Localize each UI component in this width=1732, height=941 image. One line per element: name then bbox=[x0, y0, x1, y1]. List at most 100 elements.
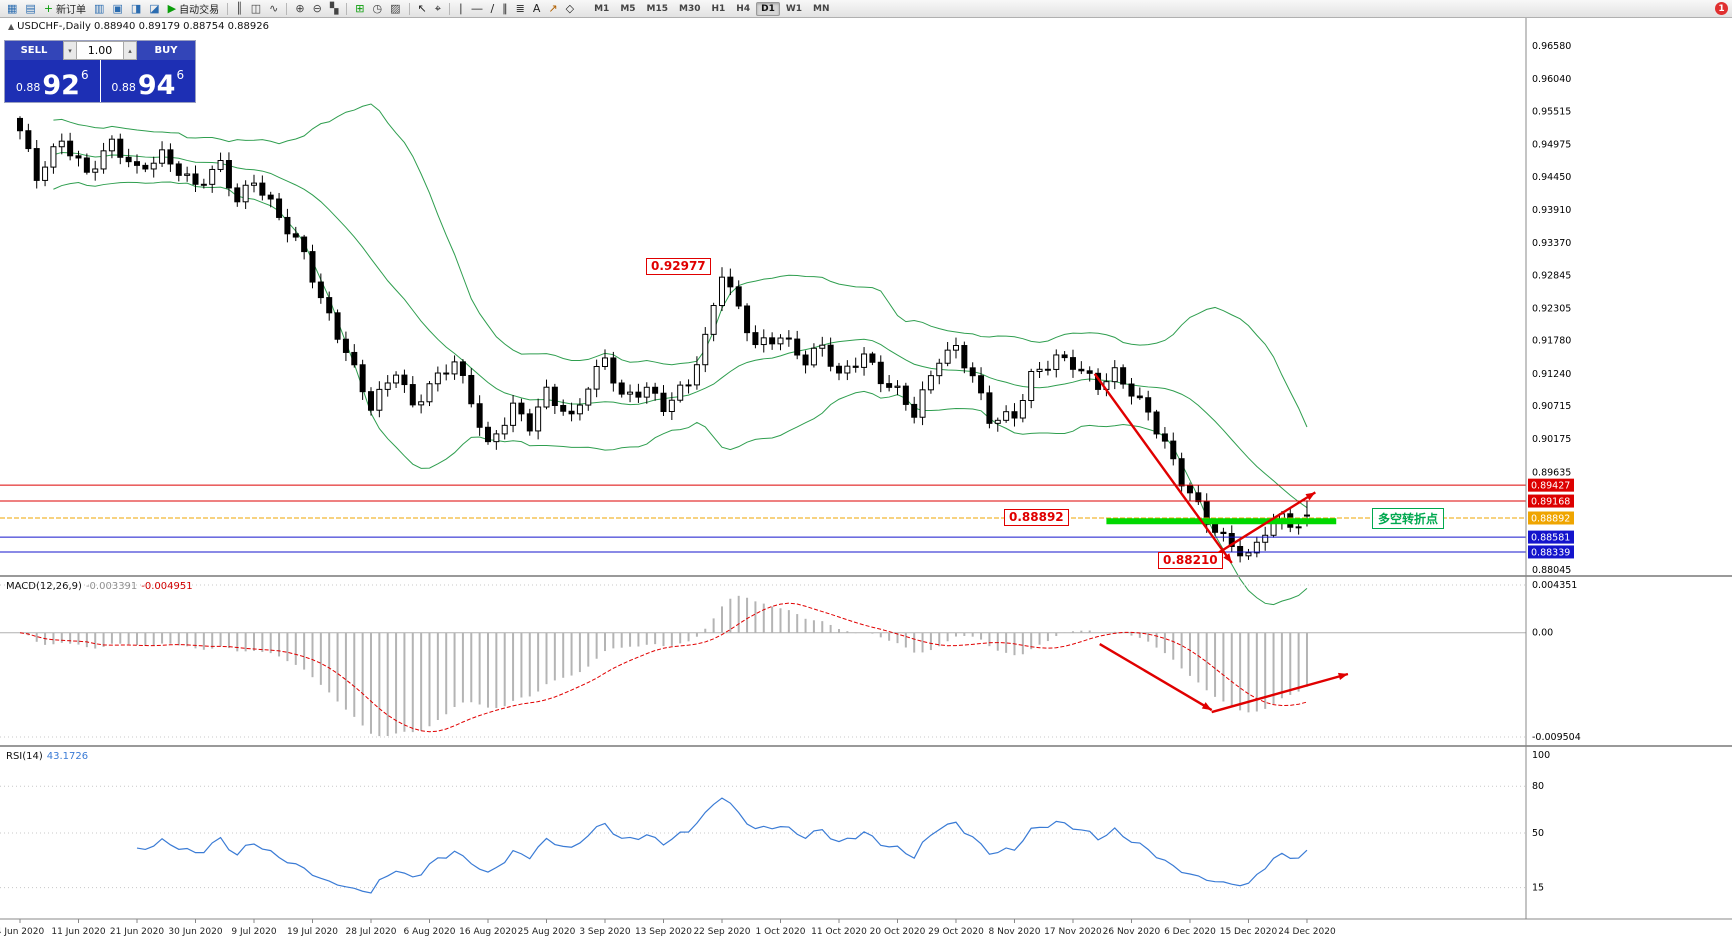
candle-chart-button[interactable]: ◫ bbox=[248, 1, 264, 16]
periods-icon: ◷ bbox=[372, 2, 383, 15]
svg-text:0.95515: 0.95515 bbox=[1532, 106, 1571, 117]
svg-text:26 Nov 2020: 26 Nov 2020 bbox=[1103, 927, 1161, 937]
indicators-icon: ⊞ bbox=[355, 2, 365, 15]
timeframe-d1-button[interactable]: D1 bbox=[756, 1, 780, 16]
svg-text:19 Jul 2020: 19 Jul 2020 bbox=[287, 927, 338, 937]
indicators-button[interactable]: ⊞ bbox=[352, 1, 367, 16]
timeframe-h1-button[interactable]: H1 bbox=[711, 3, 726, 14]
rsi-value: 43.1726 bbox=[46, 751, 89, 762]
timeframe-m15-button[interactable]: M15 bbox=[646, 3, 669, 14]
horizontal-line-button[interactable]: ― bbox=[468, 1, 485, 16]
trendline-button[interactable]: ∕ bbox=[487, 1, 497, 16]
svg-text:0.88339: 0.88339 bbox=[1531, 547, 1570, 558]
svg-text:0.88045: 0.88045 bbox=[1532, 565, 1571, 576]
pivot-note-label[interactable]: 多空转折点 bbox=[1372, 508, 1445, 529]
timeframe-mn-button[interactable]: MN bbox=[813, 3, 830, 14]
volume-up-button[interactable]: ▴ bbox=[123, 41, 137, 60]
toolbar-separator bbox=[448, 2, 450, 15]
market-watch-button[interactable]: ▥ bbox=[91, 1, 107, 16]
crosshair-button[interactable]: ⌖ bbox=[432, 1, 444, 16]
timeframe-h4-button[interactable]: H4 bbox=[736, 3, 751, 14]
chart-profiles-button[interactable]: ▤ bbox=[22, 1, 38, 16]
svg-text:-0.009504: -0.009504 bbox=[1532, 732, 1581, 743]
svg-text:0.004351: 0.004351 bbox=[1532, 580, 1577, 591]
timeframe-m5-button[interactable]: M5 bbox=[620, 3, 636, 14]
shapes-button[interactable]: ◇ bbox=[563, 1, 577, 16]
toolbar-separator bbox=[346, 2, 348, 15]
text-tool-icon: A bbox=[532, 2, 541, 15]
pivot-price-label[interactable]: 0.88892 bbox=[1004, 509, 1069, 526]
text-tool-button[interactable]: A bbox=[530, 1, 544, 16]
svg-text:17 Nov 2020: 17 Nov 2020 bbox=[1044, 927, 1102, 937]
swing-high-label[interactable]: 0.92977 bbox=[646, 258, 711, 275]
toolbar-separator bbox=[227, 2, 229, 15]
svg-text:100: 100 bbox=[1532, 750, 1550, 761]
fibonacci-button[interactable]: ≣ bbox=[513, 1, 528, 16]
svg-text:0.91780: 0.91780 bbox=[1532, 336, 1571, 347]
svg-text:50: 50 bbox=[1532, 828, 1544, 839]
volume-down-button[interactable]: ▾ bbox=[63, 41, 77, 60]
sell-button[interactable]: SELL bbox=[5, 41, 63, 60]
svg-text:0.96040: 0.96040 bbox=[1532, 74, 1571, 85]
buy-button[interactable]: BUY bbox=[137, 41, 195, 60]
periods-button[interactable]: ◷ bbox=[370, 1, 386, 16]
zoom-in-button[interactable]: ⊕ bbox=[292, 1, 307, 16]
svg-text:11 Oct 2020: 11 Oct 2020 bbox=[811, 927, 867, 937]
crosshair-icon: ⌖ bbox=[434, 2, 441, 15]
macd-value-main: -0.003391 bbox=[85, 581, 138, 592]
channel-icon: ∥ bbox=[502, 2, 508, 15]
cursor-button[interactable]: ↖ bbox=[415, 1, 430, 16]
autotrade-button[interactable]: ▶ 自动交易 bbox=[165, 1, 222, 16]
new-order-button-label: 新订单 bbox=[56, 5, 87, 16]
svg-text:29 Oct 2020: 29 Oct 2020 bbox=[928, 927, 984, 937]
volume-input[interactable] bbox=[77, 41, 123, 60]
svg-text:16 Aug 2020: 16 Aug 2020 bbox=[459, 927, 517, 937]
sell-price-pip: 6 bbox=[80, 68, 89, 82]
vertical-line-icon: ∣ bbox=[457, 2, 464, 15]
cursor-icon: ↖ bbox=[417, 2, 427, 15]
navigator-button[interactable]: ◨ bbox=[128, 1, 144, 16]
swing-low-label[interactable]: 0.88210 bbox=[1158, 552, 1223, 569]
timeframe-bar: M1 M5 M15 M30 H1 H4 D1 W1 MN bbox=[589, 1, 834, 16]
new-order-button[interactable]: + 新订单 bbox=[41, 1, 89, 16]
tile-windows-button[interactable]: ▚ bbox=[327, 1, 341, 16]
svg-text:0.00: 0.00 bbox=[1532, 628, 1553, 639]
sell-price-display[interactable]: 0.88 92 6 bbox=[5, 60, 100, 102]
timeframe-m1-button[interactable]: M1 bbox=[594, 3, 610, 14]
rsi-name: RSI(14) bbox=[6, 751, 43, 762]
arrows-tool-button[interactable]: ↗ bbox=[545, 1, 560, 16]
timeframe-w1-button[interactable]: W1 bbox=[785, 3, 803, 14]
data-window-button[interactable]: ▣ bbox=[109, 1, 125, 16]
new-chart-button[interactable]: ▦ bbox=[4, 1, 20, 16]
timeframe-m30-button[interactable]: M30 bbox=[679, 3, 701, 14]
svg-text:11 Jun 2020: 11 Jun 2020 bbox=[51, 927, 105, 937]
toolbar-buttons: ▦ ▤ + 新订单 ▥ ▣ ◨ ◪ ▶ 自动交易 ║ ◫ ∿ ⊕ ⊖ ▚ ⊞ ◷ ▨ ↖ ⌖ ∣ ― ∕ ∥ ≣ A ↗ ◇ bbox=[4, 1, 577, 16]
zoom-out-button[interactable]: ⊖ bbox=[310, 1, 325, 16]
line-chart-button[interactable]: ∿ bbox=[266, 1, 281, 16]
channel-button[interactable]: ∥ bbox=[499, 1, 511, 16]
svg-text:9 Jul 2020: 9 Jul 2020 bbox=[231, 927, 276, 937]
toolbar-separator bbox=[286, 2, 288, 15]
svg-text:0.92845: 0.92845 bbox=[1532, 270, 1571, 281]
templates-button[interactable]: ▨ bbox=[387, 1, 403, 16]
buy-price-display[interactable]: 0.88 94 6 bbox=[100, 60, 195, 102]
ohlc-text: USDCHF-,Daily 0.88940 0.89179 0.88754 0.… bbox=[17, 21, 269, 32]
notification-badge[interactable]: 1 bbox=[1715, 2, 1728, 15]
terminal-button[interactable]: ◪ bbox=[146, 1, 162, 16]
svg-text:0.88892: 0.88892 bbox=[1531, 513, 1570, 524]
svg-text:0.92305: 0.92305 bbox=[1532, 303, 1571, 314]
new-chart-icon: ▦ bbox=[7, 2, 18, 15]
main-toolbar: ▦ ▤ + 新订单 ▥ ▣ ◨ ◪ ▶ 自动交易 ║ ◫ ∿ ⊕ ⊖ ▚ ⊞ ◷ ▨ ↖ ⌖ ∣ ― ∕ ∥ ≣ A ↗ ◇ M1 M5 M… bbox=[0, 0, 1732, 18]
tile-windows-icon: ▚ bbox=[329, 2, 339, 15]
toolbar-separator bbox=[408, 2, 410, 15]
line-chart-icon: ∿ bbox=[269, 2, 279, 15]
vertical-line-button[interactable]: ∣ bbox=[455, 1, 467, 16]
chart-marker-icon: ▲ bbox=[8, 22, 15, 31]
svg-text:4 Jun 2020: 4 Jun 2020 bbox=[0, 927, 44, 937]
svg-text:6 Dec 2020: 6 Dec 2020 bbox=[1164, 927, 1216, 937]
bar-chart-button[interactable]: ║ bbox=[233, 1, 246, 16]
svg-text:0.93910: 0.93910 bbox=[1532, 205, 1571, 216]
arrows-tool-icon: ↗ bbox=[548, 2, 558, 15]
